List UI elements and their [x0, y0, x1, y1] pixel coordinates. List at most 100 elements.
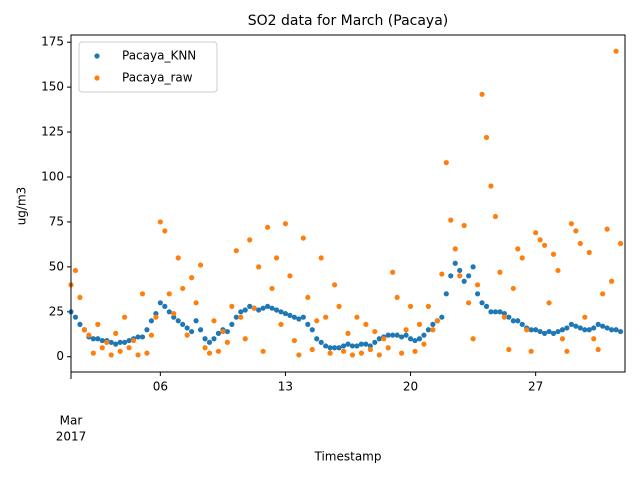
point: [439, 314, 445, 320]
point: [104, 339, 110, 345]
point: [430, 321, 436, 327]
point: [483, 303, 490, 309]
point: [483, 134, 490, 141]
point: [430, 327, 436, 333]
point: [416, 336, 423, 342]
point: [457, 267, 463, 274]
point: [260, 305, 266, 311]
point: [72, 267, 79, 274]
point: [457, 273, 463, 279]
point: [550, 330, 557, 336]
point: [550, 251, 557, 257]
point: [568, 321, 574, 327]
point: [90, 350, 96, 356]
point: [336, 345, 342, 351]
point: [318, 255, 324, 261]
point: [318, 339, 324, 345]
point: [77, 321, 83, 327]
y-tick-label: 150: [41, 80, 64, 94]
point: [528, 327, 534, 333]
point: [345, 330, 351, 336]
x-year-label: 2017: [56, 430, 87, 444]
legend-marker: [94, 75, 100, 81]
point: [407, 303, 414, 309]
point: [600, 291, 606, 297]
point: [126, 337, 132, 344]
point: [439, 271, 445, 277]
point: [421, 341, 427, 347]
point: [519, 255, 525, 261]
point: [340, 343, 347, 349]
point: [202, 336, 208, 342]
point: [492, 309, 499, 315]
chart-title: SO2 data for March (Pacaya): [248, 13, 449, 29]
point: [506, 346, 512, 353]
point: [345, 341, 351, 347]
point: [336, 303, 342, 309]
point: [416, 321, 423, 327]
point: [233, 314, 239, 320]
point: [595, 346, 601, 353]
point: [287, 312, 293, 318]
point: [189, 328, 195, 335]
point: [515, 246, 521, 252]
point: [264, 303, 271, 309]
point: [358, 341, 365, 347]
point: [144, 350, 150, 356]
point: [242, 336, 248, 342]
point: [367, 343, 373, 349]
point: [577, 240, 583, 247]
point: [300, 235, 306, 241]
point: [461, 222, 467, 229]
point: [314, 336, 320, 342]
point: [591, 336, 597, 342]
point: [568, 221, 574, 227]
point: [251, 305, 257, 311]
point: [559, 336, 566, 342]
point: [206, 350, 213, 356]
point: [148, 318, 155, 324]
point: [340, 348, 347, 354]
point: [273, 255, 280, 261]
point: [211, 318, 217, 324]
point: [555, 328, 561, 335]
point: [425, 303, 432, 309]
point: [269, 305, 275, 311]
point: [327, 350, 333, 356]
point: [291, 314, 297, 320]
point: [617, 328, 624, 335]
point: [287, 273, 293, 279]
point: [349, 343, 356, 349]
point: [305, 294, 311, 301]
series-points: [68, 48, 624, 358]
point: [434, 318, 440, 324]
point: [586, 327, 592, 333]
point: [501, 310, 507, 317]
point: [197, 327, 204, 333]
point: [215, 330, 222, 336]
point: [157, 300, 163, 306]
point: [300, 314, 306, 320]
x-tick-label: Mar: [60, 414, 83, 428]
point: [372, 339, 378, 345]
point: [166, 291, 172, 297]
y-tick-label: 75: [49, 214, 64, 228]
point: [613, 48, 619, 54]
point: [403, 332, 409, 338]
point: [479, 91, 485, 97]
y-tick-label: 25: [49, 304, 64, 318]
point: [256, 307, 262, 313]
point: [278, 321, 284, 327]
point: [470, 336, 476, 342]
point: [376, 336, 382, 342]
point: [242, 307, 248, 313]
point: [358, 350, 365, 356]
point: [90, 336, 96, 342]
point: [555, 267, 561, 274]
point: [595, 321, 601, 327]
point: [524, 327, 530, 333]
point: [331, 282, 338, 288]
point: [108, 352, 114, 358]
point: [443, 291, 449, 297]
point: [193, 318, 199, 324]
